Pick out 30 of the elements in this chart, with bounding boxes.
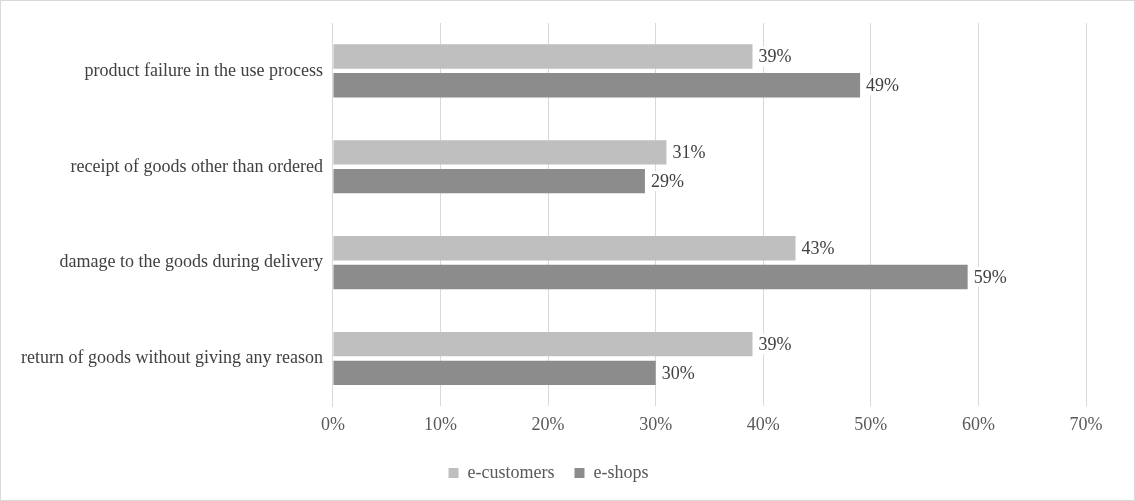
x-tick-label: 60%	[961, 413, 995, 434]
bar	[333, 236, 796, 261]
y-tick-label: receipt of goods other than ordered	[70, 155, 323, 176]
x-tick-label: 50%	[854, 413, 888, 434]
data-label: 43%	[801, 237, 835, 258]
x-tick-label: 30%	[639, 413, 673, 434]
data-label: 49%	[866, 75, 900, 96]
y-tick-label: damage to the goods during delivery	[59, 251, 323, 272]
legend-label: e-shops	[593, 461, 649, 482]
bar	[333, 140, 667, 165]
x-tick-label: 10%	[424, 413, 458, 434]
bar	[333, 331, 753, 357]
x-tick-label: 0%	[320, 413, 345, 434]
y-tick-label: return of goods without giving any reason	[21, 347, 323, 368]
bar	[333, 73, 861, 98]
bar	[333, 360, 656, 386]
legend-label: e-customers	[467, 461, 555, 482]
data-label: 30%	[661, 362, 695, 383]
bar	[333, 168, 645, 194]
data-label: 31%	[672, 142, 706, 163]
data-label: 39%	[758, 46, 792, 67]
x-tick-label: 20%	[531, 413, 565, 434]
y-tick-label: product failure in the use process	[84, 59, 323, 80]
x-tick-label: 70%	[1069, 413, 1103, 434]
bar	[333, 44, 753, 69]
x-tick-label: 40%	[746, 413, 780, 434]
data-label: 29%	[650, 170, 684, 191]
data-label: 59%	[973, 266, 1007, 287]
bar	[333, 264, 968, 290]
data-label: 39%	[758, 333, 792, 354]
